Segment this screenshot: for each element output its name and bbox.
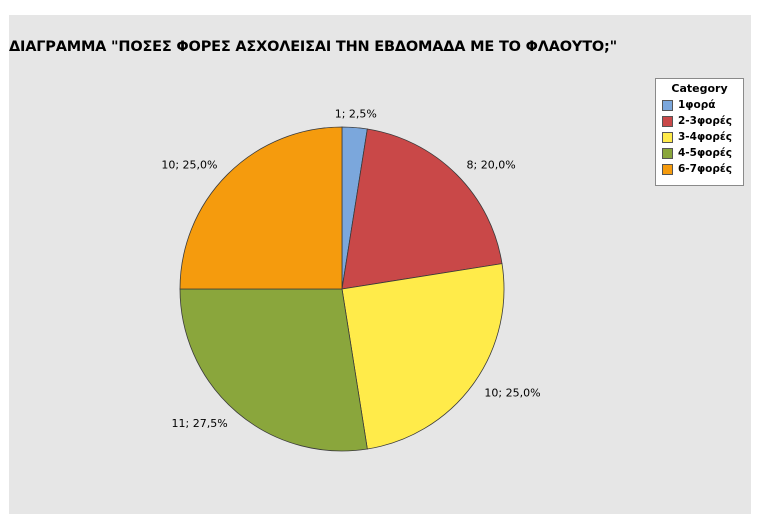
legend-item-1: 1φορά [662, 98, 715, 112]
slice-label-4: 11; 27,5% [172, 417, 228, 430]
legend-swatch [662, 99, 673, 111]
legend-label: 2-3φορές [678, 115, 732, 127]
slice-label-1: 1; 2,5% [335, 108, 377, 121]
legend-label: 3-4φορές [678, 131, 732, 143]
pie-slice-2 [341, 128, 503, 290]
legend: Category 1φορά 2-3φορές 3-4φορές 4-5φορές 6-… [655, 78, 744, 186]
legend-label: 1φορά [678, 99, 716, 111]
legend-swatch [662, 163, 673, 175]
pie-slice-4 [179, 288, 368, 452]
legend-item-5: 6-7φορές [662, 162, 732, 176]
legend-swatch [662, 131, 673, 143]
slice-label-2: 8; 20,0% [467, 159, 516, 172]
slice-label-3: 10; 25,0% [484, 387, 540, 400]
legend-item-3: 3-4φορές [662, 130, 732, 144]
legend-title: Category [671, 82, 728, 95]
legend-swatch [662, 115, 673, 127]
legend-label: 6-7φορές [678, 163, 732, 175]
chart-title: ΔΙΑΓΡΑΜΜΑ "ΠΟΣΕΣ ΦΟΡΕΣ ΑΣΧΟΛΕΙΣΑΙ ΤΗΝ ΕΒ… [9, 39, 617, 55]
legend-label: 4-5φορές [678, 147, 732, 159]
pie-slice-5 [179, 126, 343, 290]
legend-item-4: 4-5φορές [662, 146, 732, 160]
legend-item-2: 2-3φορές [662, 114, 732, 128]
slice-label-5: 10; 25,0% [161, 159, 217, 172]
legend-swatch [662, 147, 673, 159]
pie-slice-3 [341, 263, 505, 450]
